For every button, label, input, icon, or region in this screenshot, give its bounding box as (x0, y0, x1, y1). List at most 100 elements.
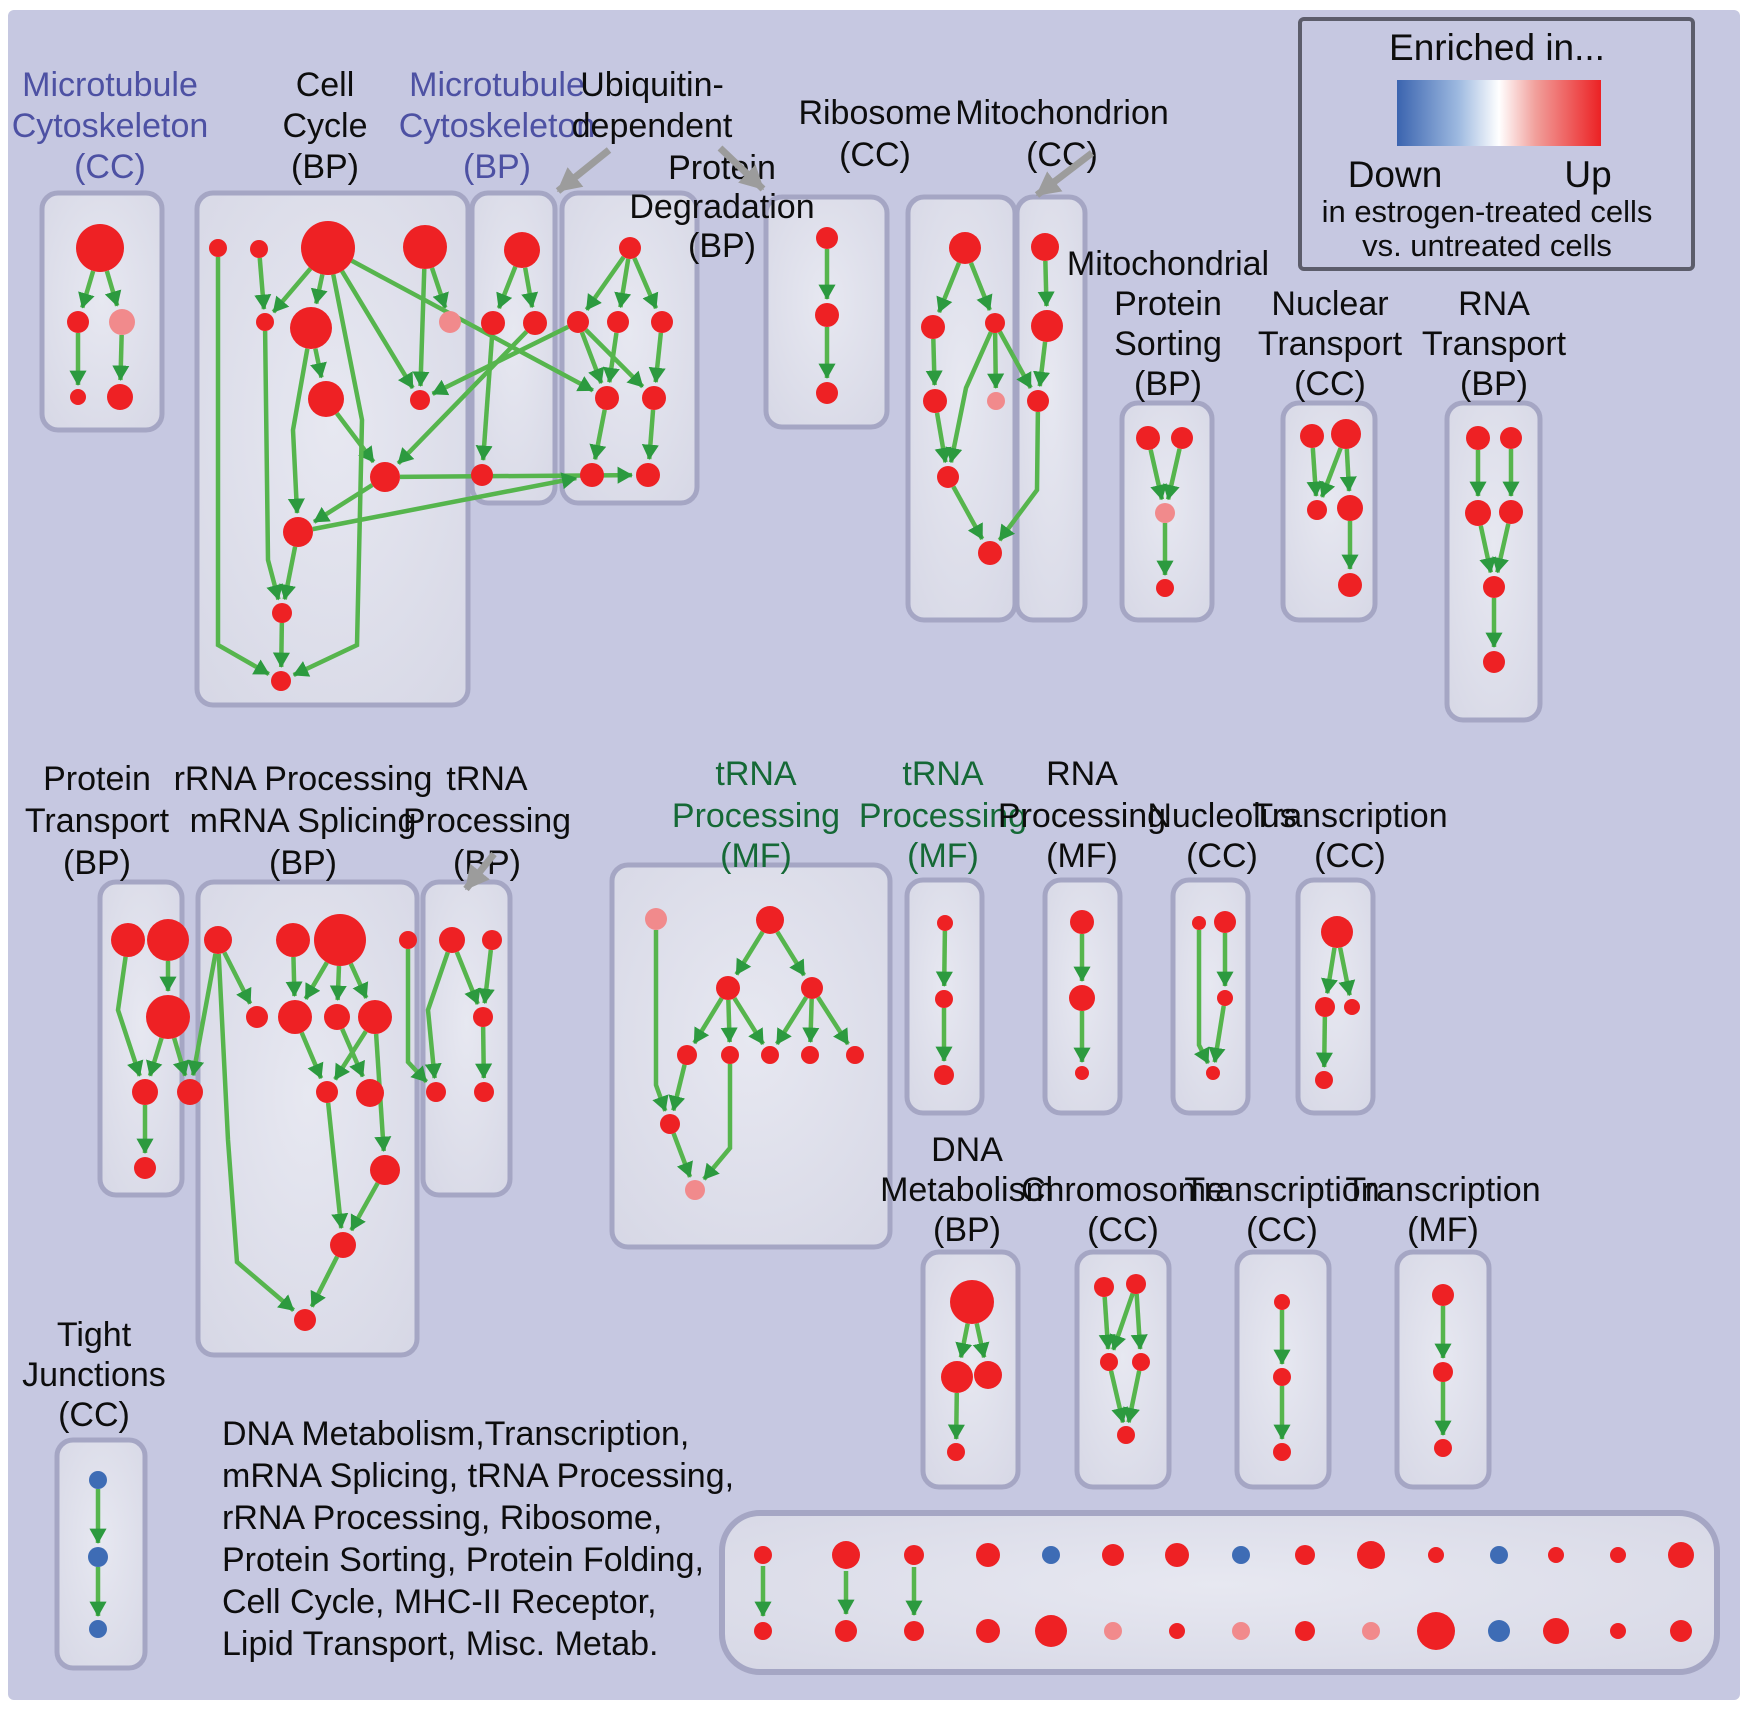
go-term-node (949, 232, 981, 264)
go-term-node (1433, 1362, 1453, 1382)
enrichment-edge (1337, 947, 1356, 997)
enrichment-edge (936, 261, 962, 314)
cluster-label-rp: (MF) (1046, 837, 1118, 875)
legend-up-label: Up (1564, 154, 1611, 195)
cluster-box-nu (1170, 877, 1251, 1116)
go-term-node (1192, 916, 1206, 930)
cluster-label-t3: Transcription (1345, 1171, 1540, 1209)
cluster-label-mbp: (BP) (463, 148, 531, 186)
cluster-label-rp: Processing (998, 797, 1166, 835)
enrichment-edge (1208, 1005, 1226, 1064)
go-term-node (815, 303, 839, 327)
enrichment-edge (720, 999, 738, 1043)
enrichment-edge (1123, 1370, 1142, 1424)
strip-node-bottom (1543, 1618, 1569, 1644)
ubiquitin-left-pointer (555, 147, 612, 194)
enrichment-edge (312, 472, 578, 532)
enrichment-edge (112, 334, 130, 381)
enrichment-edge (454, 951, 481, 1005)
go-term-node (987, 392, 1005, 410)
go-term-node (204, 926, 232, 954)
enrichment-edge (1315, 1016, 1333, 1068)
cluster-box-pt (97, 879, 185, 1198)
go-term-node (109, 309, 135, 335)
go-term-node (1136, 426, 1160, 450)
cluster-label-rt: (BP) (1460, 365, 1528, 403)
go-term-node (1321, 916, 1353, 948)
cluster-label-mps: (BP) (1134, 365, 1202, 403)
go-term-node (801, 977, 823, 999)
go-term-node (370, 462, 400, 492)
enrichment-edge (325, 1102, 349, 1229)
cluster-box-mito (1014, 194, 1088, 623)
enrichment-edge (579, 331, 605, 384)
strip-node-top (1610, 1547, 1626, 1563)
misc-strip-box (719, 1510, 1720, 1675)
go-term-node (950, 1280, 994, 1324)
go-term-node (504, 232, 540, 268)
legend-caption-line2: vs. untreated cells (1362, 228, 1612, 263)
cluster-label-dm: Metabolism (880, 1171, 1054, 1209)
enrichment-edge (396, 330, 529, 465)
cluster-label-pt: (BP) (63, 844, 131, 882)
cluster-label-mps: Mitochondrial (1067, 245, 1269, 283)
go-term-node (324, 1004, 350, 1030)
strip-node-bottom (754, 1622, 772, 1640)
go-term-node (934, 1065, 954, 1085)
go-term-node (132, 1079, 158, 1105)
cluster-label-tm: tRNA (715, 755, 797, 793)
go-term-node (923, 389, 947, 413)
cluster-label-tn: tRNA (902, 755, 984, 793)
go-term-node (399, 931, 417, 949)
go-term-node (607, 311, 629, 333)
go-term-node (271, 671, 291, 691)
go-term-node (1273, 1443, 1291, 1461)
enrichment-edge (310, 348, 327, 379)
cluster-label-t2: Transcription (1184, 1171, 1379, 1209)
cluster-label-mbp: Cytoskeleton (399, 107, 596, 145)
go-term-node (1075, 1066, 1089, 1080)
enrichment-edge (1130, 1293, 1148, 1350)
strip-node-top (832, 1541, 860, 1569)
legend-title: Enriched in... (1389, 27, 1605, 68)
strip-node-bottom (1362, 1622, 1380, 1640)
cluster-label-rib: Ribosome (798, 94, 951, 132)
enrichment-edge (945, 331, 993, 464)
enrichment-edge (1098, 1296, 1116, 1350)
enrichment-edge (262, 330, 284, 601)
strip-node-top (1490, 1546, 1508, 1564)
cluster-label-cc: Cycle (282, 107, 367, 145)
cluster-label-cc: Cell (296, 66, 355, 104)
cluster-label-t2: (CC) (1246, 1211, 1318, 1249)
go-term-node (290, 307, 332, 349)
enrichment-edge (1478, 525, 1497, 574)
go-term-node (1273, 1368, 1291, 1386)
go-term-node (474, 1082, 494, 1102)
cluster-label-rr: rRNA Processing (174, 760, 433, 798)
strip-node-top (1295, 1545, 1315, 1565)
cluster-label-tj: Junctions (22, 1356, 166, 1394)
go-term-node (146, 995, 190, 1039)
go-term-node (370, 1155, 400, 1185)
enrichment-edge (1319, 447, 1343, 498)
cluster-label-ub: dependent (572, 107, 733, 145)
enrichment-edge (348, 962, 369, 999)
go-term-node (471, 464, 493, 486)
enrichment-edge (475, 334, 495, 461)
go-term-node (947, 1443, 965, 1461)
go-term-node (1307, 500, 1327, 520)
go-term-node (70, 389, 86, 405)
go-term-node (1466, 426, 1490, 450)
enrichment-edge (1148, 449, 1168, 501)
enrichment-edge (146, 1037, 164, 1077)
go-term-node (677, 1045, 697, 1065)
enrichment-edge (1109, 1292, 1135, 1351)
go-term-node (921, 315, 945, 339)
cluster-label-tn: (MF) (907, 837, 979, 875)
strip-node-bottom (904, 1621, 924, 1641)
trna-bp-pointer (463, 851, 497, 892)
enrichment-edge (1033, 341, 1050, 388)
enrichment-edge (632, 257, 659, 310)
go-term-node (651, 311, 673, 333)
